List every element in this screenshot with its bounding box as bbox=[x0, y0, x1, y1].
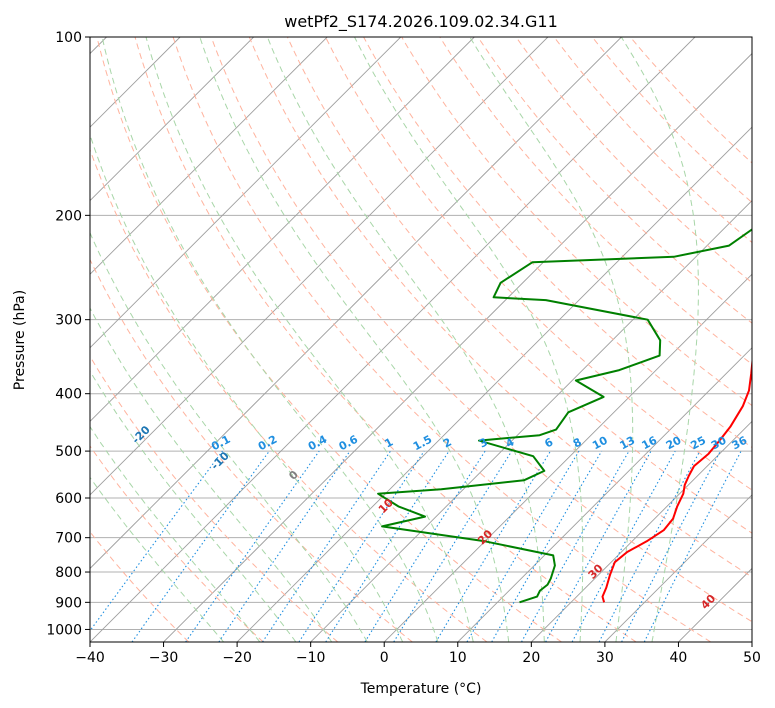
dry-adiabat-line bbox=[286, 37, 752, 534]
y-tick-label: 200 bbox=[55, 208, 82, 224]
temperature-profile-line bbox=[601, 355, 752, 603]
moist-adiabat-line bbox=[90, 370, 297, 642]
dry-adiabat-line bbox=[401, 37, 752, 407]
mixing-ratio-label: 36 bbox=[730, 434, 750, 453]
isotherm-line bbox=[90, 37, 328, 275]
moist-adiabat-line bbox=[90, 133, 404, 642]
mixing-ratio-line bbox=[364, 450, 486, 642]
isotherm-line bbox=[90, 37, 475, 422]
mixing-ratio-line bbox=[325, 450, 450, 642]
x-tick-label: 0 bbox=[380, 650, 389, 666]
isotherm-line bbox=[90, 37, 549, 496]
isotherm-line bbox=[90, 37, 622, 570]
x-tick-label: −40 bbox=[75, 650, 105, 666]
dry-adiabat-line bbox=[325, 37, 752, 491]
moist-adiabat-line bbox=[90, 307, 333, 642]
isotherm-line bbox=[90, 37, 402, 349]
isotherm-line bbox=[90, 37, 254, 202]
mixing-ratio-line bbox=[218, 450, 351, 642]
dry-adiabat-line bbox=[591, 37, 752, 204]
y-axis-label: Pressure (hPa) bbox=[12, 290, 28, 390]
moist-adiabat-line bbox=[90, 231, 368, 642]
isotherm-line bbox=[604, 494, 752, 642]
mixing-ratio-line bbox=[185, 450, 320, 642]
y-tick-label: 700 bbox=[55, 531, 82, 547]
dry-adiabat-line bbox=[172, 37, 712, 642]
x-tick-label: −10 bbox=[296, 650, 326, 666]
x-tick-label: 10 bbox=[449, 650, 467, 666]
y-tick-label: 1000 bbox=[46, 622, 82, 638]
mixing-ratio-line bbox=[545, 450, 652, 642]
isotherm-line bbox=[163, 52, 752, 642]
mixing-ratio-line bbox=[131, 450, 270, 642]
mixing-ratio-line bbox=[521, 450, 630, 642]
moist-adiabat-line bbox=[90, 476, 224, 642]
isotherm-line bbox=[90, 37, 696, 642]
x-axis: −40 −30 −20 −10 0 10 20 30 40 50 bbox=[75, 642, 761, 666]
x-tick-label: −20 bbox=[222, 650, 252, 666]
moist-adiabat-line bbox=[266, 37, 545, 642]
dry-adiabat-line bbox=[96, 37, 562, 642]
mixing-ratio-label: 20 bbox=[664, 433, 684, 452]
dry-adiabat-line bbox=[210, 37, 752, 623]
y-tick-label: 900 bbox=[55, 595, 82, 611]
y-tick-label: 100 bbox=[55, 30, 82, 46]
x-tick-label: 20 bbox=[522, 650, 540, 666]
x-tick-label: 30 bbox=[596, 650, 614, 666]
x-tick-label: 50 bbox=[743, 650, 761, 666]
mixing-ratio-line bbox=[571, 450, 676, 642]
y-tick-label: 800 bbox=[55, 565, 82, 581]
isotherm-line bbox=[236, 126, 752, 642]
chart-title: wetPf2_S174.2026.109.02.34.G11 bbox=[284, 12, 558, 32]
dry-adiabat-line bbox=[363, 37, 752, 449]
dry-adiabat-line bbox=[629, 37, 752, 164]
dry-adiabat-line bbox=[134, 37, 637, 642]
dewpoint-profile-line bbox=[377, 228, 752, 604]
dry-adiabat-line bbox=[477, 37, 752, 324]
mixing-ratio-label: 16 bbox=[640, 433, 660, 452]
plot-frame bbox=[89, 36, 753, 643]
y-tick-label: 600 bbox=[55, 491, 82, 507]
x-tick-label: 40 bbox=[670, 650, 688, 666]
mixing-ratio-label: 25 bbox=[688, 434, 708, 453]
x-tick-label: −30 bbox=[149, 650, 179, 666]
mixing-ratio-line bbox=[466, 450, 580, 642]
plot-area bbox=[90, 37, 752, 642]
dry-adiabat-line bbox=[248, 37, 752, 578]
moist-adiabat-line bbox=[354, 37, 584, 642]
isotherm-line bbox=[457, 347, 752, 642]
isotherm-line bbox=[531, 420, 752, 642]
moist-adiabat-line bbox=[620, 37, 699, 642]
y-axis: 1000 900 800 700 600 500 400 300 200 100 bbox=[46, 30, 90, 638]
moist-adiabat-line bbox=[101, 37, 439, 642]
dry-adiabat-line bbox=[90, 445, 264, 642]
y-tick-label: 300 bbox=[55, 313, 82, 329]
y-tick-label: 500 bbox=[55, 444, 82, 460]
mixing-ratio-label: 13 bbox=[618, 434, 638, 453]
mixing-ratio-label: 30 bbox=[709, 434, 729, 453]
mixing-ratio-label: 10 bbox=[590, 434, 610, 453]
mixing-ratio-line bbox=[393, 450, 513, 642]
moist-adiabat-line bbox=[90, 425, 261, 642]
moist-adiabat-line bbox=[145, 37, 474, 642]
mixing-ratio-line bbox=[435, 450, 551, 642]
x-axis-label: Temperature (°C) bbox=[360, 681, 482, 697]
mixing-ratio-line bbox=[491, 450, 603, 642]
y-tick-label: 400 bbox=[55, 387, 82, 403]
dry-adiabat-line bbox=[90, 258, 413, 642]
